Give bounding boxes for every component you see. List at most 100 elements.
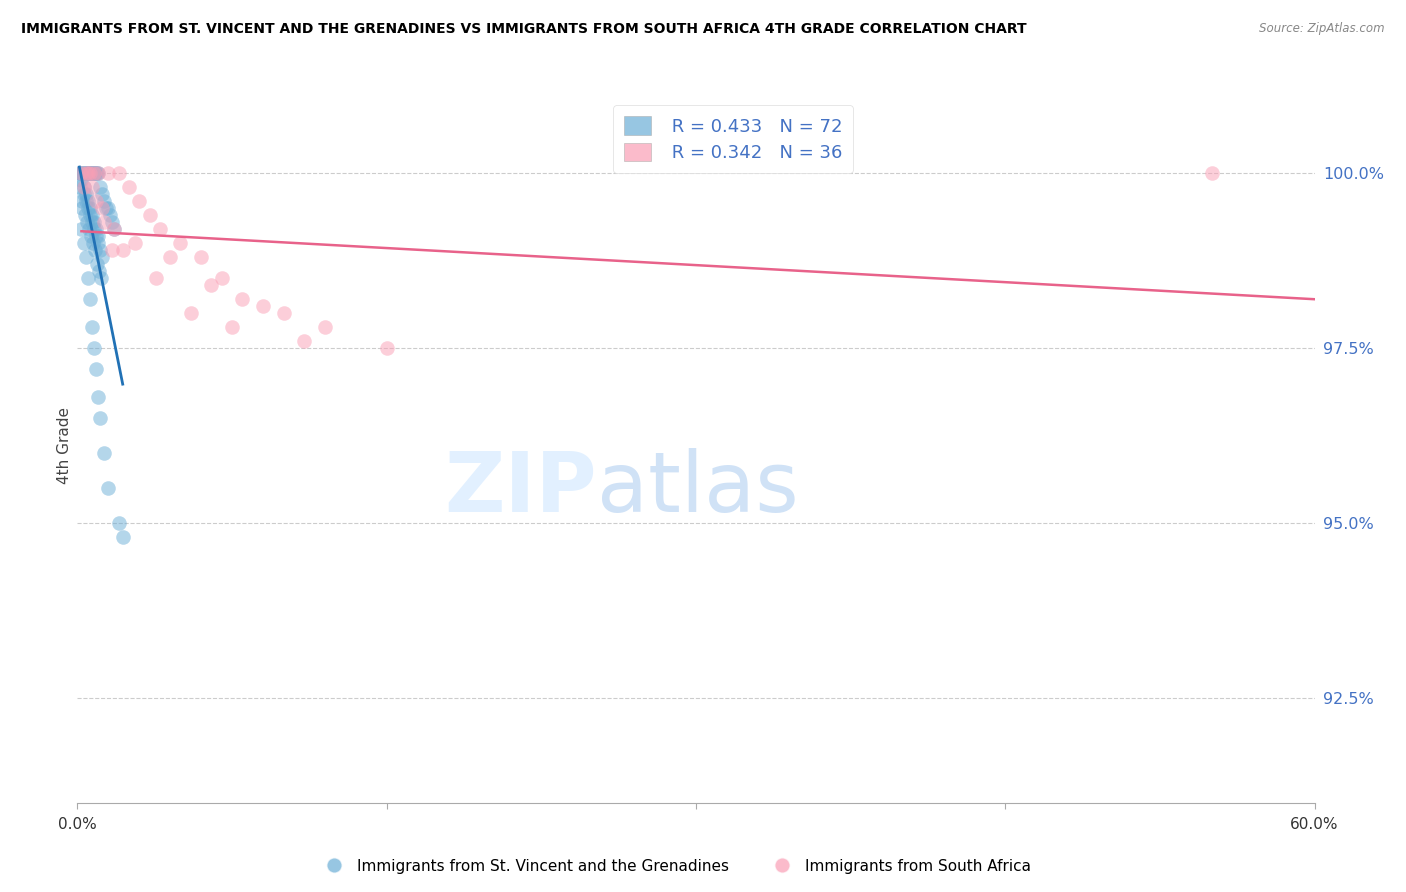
Point: [86, 166, 108, 180]
Point: [72, 236, 94, 251]
Point: [73, 208, 96, 222]
Point: [80, 215, 103, 229]
Point: [72, 180, 94, 194]
Point: [89, 411, 111, 425]
Point: [97, 201, 120, 215]
Point: [80, 180, 103, 194]
Point: [70, 166, 93, 180]
Text: ZIP: ZIP: [444, 449, 598, 529]
Point: [98, 208, 121, 222]
Point: [75, 250, 97, 264]
Point: [75, 187, 97, 202]
Point: [72, 187, 94, 202]
Point: [87, 166, 110, 180]
Point: [80, 166, 103, 180]
Point: [107, 516, 129, 530]
Point: [70, 173, 93, 187]
Point: [70, 166, 93, 180]
Point: [180, 306, 202, 320]
Point: [82, 166, 104, 180]
Point: [221, 320, 243, 334]
Point: [93, 446, 115, 460]
Point: [89, 243, 111, 257]
Point: [93, 215, 115, 229]
Point: [211, 271, 233, 285]
Point: [80, 166, 103, 180]
Point: [103, 222, 125, 236]
Point: [149, 222, 172, 236]
Point: [70, 222, 93, 236]
Point: [91, 187, 114, 202]
Point: [97, 166, 120, 180]
Point: [67, 166, 90, 180]
Legend:  R = 0.433   N = 72,  R = 0.342   N = 36: R = 0.433 N = 72, R = 0.342 N = 36: [613, 105, 853, 173]
Point: [90, 271, 112, 285]
Point: [138, 208, 160, 222]
Point: [97, 481, 120, 495]
Point: [107, 166, 129, 180]
Point: [75, 166, 97, 180]
Point: [190, 250, 212, 264]
Point: [83, 166, 105, 180]
Point: [87, 390, 110, 404]
Point: [72, 180, 94, 194]
Point: [101, 243, 124, 257]
Point: [83, 341, 105, 355]
Point: [80, 208, 103, 222]
Point: [128, 194, 150, 208]
Point: [169, 236, 191, 251]
Point: [79, 166, 101, 180]
Point: [76, 215, 98, 229]
Point: [200, 278, 222, 293]
Point: [69, 166, 91, 180]
Point: [72, 166, 94, 180]
Point: [76, 166, 98, 180]
Point: [96, 201, 118, 215]
Point: [84, 194, 107, 208]
Point: [80, 320, 103, 334]
Point: [252, 299, 274, 313]
Point: [72, 201, 94, 215]
Point: [118, 180, 141, 194]
Point: [93, 194, 115, 208]
Point: [75, 166, 97, 180]
Text: IMMIGRANTS FROM ST. VINCENT AND THE GRENADINES VS IMMIGRANTS FROM SOUTH AFRICA 4: IMMIGRANTS FROM ST. VINCENT AND THE GREN…: [21, 22, 1026, 37]
Point: [76, 166, 98, 180]
Point: [87, 264, 110, 278]
Point: [1201, 166, 1223, 180]
Point: [82, 236, 104, 251]
Point: [84, 362, 107, 376]
Point: [101, 215, 124, 229]
Text: atlas: atlas: [598, 449, 799, 529]
Y-axis label: 4th Grade: 4th Grade: [56, 408, 72, 484]
Point: [83, 166, 105, 180]
Point: [76, 194, 98, 208]
Point: [77, 166, 100, 180]
Text: Source: ZipAtlas.com: Source: ZipAtlas.com: [1260, 22, 1385, 36]
Point: [83, 222, 105, 236]
Point: [73, 166, 96, 180]
Point: [124, 236, 146, 251]
Point: [84, 166, 107, 180]
Point: [87, 229, 110, 244]
Point: [159, 250, 181, 264]
Point: [111, 530, 134, 544]
Point: [103, 222, 125, 236]
Point: [83, 243, 105, 257]
Point: [80, 229, 103, 244]
Point: [86, 257, 108, 271]
Point: [87, 166, 110, 180]
Point: [145, 271, 167, 285]
Point: [375, 341, 398, 355]
Point: [79, 208, 101, 222]
Point: [231, 292, 253, 306]
Point: [69, 180, 91, 194]
Point: [111, 243, 134, 257]
Point: [79, 201, 101, 215]
Point: [76, 201, 98, 215]
Point: [76, 166, 98, 180]
Point: [79, 292, 101, 306]
Point: [91, 201, 114, 215]
Legend: Immigrants from St. Vincent and the Grenadines, Immigrants from South Africa: Immigrants from St. Vincent and the Gren…: [312, 853, 1038, 880]
Point: [75, 194, 97, 208]
